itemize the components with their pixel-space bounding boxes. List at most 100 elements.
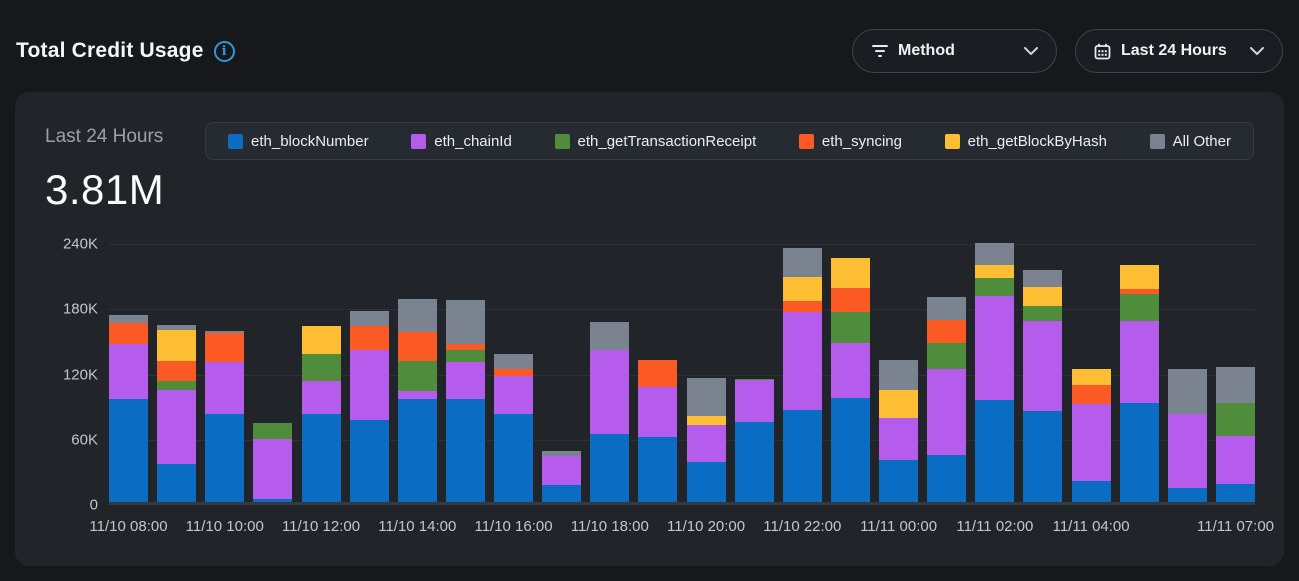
bar-segment-eth_chainId — [830, 343, 870, 398]
bar-segment-eth_syncing — [494, 369, 534, 376]
title-wrap: Total Credit Usage i — [16, 39, 235, 63]
bar-segment-eth_syncing — [397, 332, 437, 361]
bar-segment-All Other — [590, 321, 630, 350]
bar-11/10 18:00[interactable] — [590, 321, 630, 502]
x-tick-label: 11/11 04:00 — [1052, 518, 1130, 535]
gridline — [109, 374, 1255, 376]
time-range-dropdown[interactable]: Last 24 Hours — [1075, 29, 1283, 73]
legend-item-eth_blockNumber[interactable]: eth_blockNumber — [228, 133, 369, 150]
bar-segment-All Other — [879, 359, 919, 391]
bar-segment-eth_blockNumber — [157, 463, 197, 502]
legend-item-eth_getBlockByHash[interactable]: eth_getBlockByHash — [944, 133, 1107, 150]
y-tick-label: 60K — [71, 431, 98, 449]
bar-segment-eth_chainId — [494, 375, 534, 414]
legend-item-eth_chainId[interactable]: eth_chainId — [411, 133, 512, 150]
bar-11/10 08:00[interactable] — [109, 314, 148, 502]
bar-11/10 17:00[interactable] — [542, 450, 582, 502]
legend-label: All Other — [1172, 132, 1231, 150]
bar-11/11 02:00[interactable] — [975, 243, 1015, 502]
bar-11/11 01:00[interactable] — [927, 296, 967, 502]
legend-label: eth_blockNumber — [251, 132, 369, 150]
bar-11/10 13:00[interactable] — [349, 310, 389, 502]
legend-item-eth_syncing[interactable]: eth_syncing — [798, 132, 902, 150]
legend-swatch — [944, 133, 960, 149]
bar-segment-All Other — [1023, 270, 1063, 287]
legend-item-All Other[interactable]: All Other — [1149, 132, 1231, 150]
bar-segment-eth_getTransactionReceipt — [157, 381, 197, 390]
bar-11/10 12:00[interactable] — [301, 325, 341, 502]
bar-segment-eth_getTransactionReceipt — [445, 349, 485, 362]
bar-segment-eth_chainId — [638, 386, 678, 437]
bar-segment-eth_blockNumber — [830, 397, 870, 502]
header: Total Credit Usage i Method Last 24 Hour… — [0, 0, 1299, 92]
bar-segment-eth_chainId — [1071, 404, 1111, 482]
bar-segment-eth_chainId — [1216, 435, 1255, 484]
bar-segment-eth_getBlockByHash — [301, 325, 341, 355]
bar-segment-All Other — [782, 247, 822, 277]
gridline — [109, 439, 1255, 441]
plot-area — [109, 243, 1255, 505]
bar-segment-All Other — [1216, 367, 1255, 404]
bar-segment-eth_getTransactionReceipt — [927, 343, 967, 370]
bar-11/10 11:00[interactable] — [253, 422, 293, 502]
bar-11/11 03:00[interactable] — [1023, 270, 1063, 502]
x-tick-label: 11/10 16:00 — [474, 518, 553, 535]
bar-segment-eth_getBlockByHash — [975, 264, 1015, 278]
bar-11/11 00:00[interactable] — [879, 359, 919, 502]
legend-swatch — [554, 133, 570, 149]
bar-segment-eth_blockNumber — [301, 413, 341, 502]
bar-segment-eth_blockNumber — [253, 498, 293, 502]
x-axis: 11/10 08:00 11/10 10:00 11/10 12:00 11/10 1… — [89, 518, 1274, 540]
bar-segment-All Other — [157, 324, 197, 331]
bar-11/10 19:00[interactable] — [638, 359, 678, 502]
bar-11/10 09:00[interactable] — [157, 324, 197, 502]
legend-label: eth_chainId — [434, 132, 512, 150]
filter-controls: Method Last 24 Hours — [852, 29, 1283, 73]
bar-segment-eth_blockNumber — [109, 398, 148, 502]
bar-segment-All Other — [975, 243, 1015, 265]
x-tick-label: 11/11 07:00 — [1196, 518, 1275, 535]
chevron-down-icon — [1250, 46, 1264, 56]
bar-11/10 16:00[interactable] — [494, 354, 534, 502]
bar-segment-eth_syncing — [782, 300, 822, 312]
bar-segment-eth_chainId — [1119, 321, 1159, 404]
legend-item-eth_getTransactionReceipt[interactable]: eth_getTransactionReceipt — [554, 133, 756, 150]
bar-segment-eth_chainId — [445, 361, 485, 399]
bar-11/10 21:00[interactable] — [734, 379, 774, 502]
time-range-label: Last 24 Hours — [1121, 42, 1227, 59]
chevron-down-icon — [1024, 46, 1038, 56]
bar-segment-eth_blockNumber — [590, 433, 630, 502]
x-tick-label: 11/10 10:00 — [185, 518, 264, 535]
bar-segment-eth_getTransactionReceipt — [1023, 306, 1063, 322]
bar-segment-eth_chainId — [927, 369, 967, 456]
gridline — [109, 309, 1255, 311]
bar-11/11 06:00[interactable] — [1167, 369, 1207, 502]
bar-segment-eth_syncing — [1119, 288, 1159, 295]
bar-11/11 05:00[interactable] — [1119, 264, 1159, 502]
bar-segment-eth_syncing — [638, 359, 678, 387]
bar-11/10 22:00[interactable] — [782, 247, 822, 502]
bar-11/10 14:00[interactable] — [397, 298, 437, 502]
bar-segment-eth_blockNumber — [686, 461, 726, 502]
legend-label: eth_syncing — [821, 132, 902, 150]
bar-segment-All Other — [349, 310, 389, 326]
bar-segment-eth_chainId — [686, 424, 726, 462]
x-tick-label: 11/11 00:00 — [860, 518, 938, 535]
bar-segment-eth_blockNumber — [1023, 410, 1063, 502]
bar-11/11 07:00[interactable] — [1216, 367, 1255, 502]
method-filter-dropdown[interactable]: Method — [852, 29, 1057, 73]
info-icon[interactable]: i — [213, 40, 235, 62]
bar-segment-eth_getTransactionReceipt — [301, 354, 341, 382]
bar-segment-eth_blockNumber — [205, 413, 245, 502]
bar-11/10 20:00[interactable] — [686, 378, 726, 502]
bar-segment-eth_syncing — [1071, 384, 1111, 405]
bar-11/10 23:00[interactable] — [830, 258, 870, 502]
bar-11/11 04:00[interactable] — [1071, 369, 1111, 502]
bar-segment-eth_blockNumber — [1119, 403, 1159, 502]
bar-segment-eth_getBlockByHash — [830, 258, 870, 288]
bar-segment-eth_getBlockByHash — [686, 416, 726, 425]
bar-11/10 15:00[interactable] — [445, 299, 485, 502]
bar-11/10 10:00[interactable] — [205, 331, 245, 502]
x-tick-label: 11/10 20:00 — [666, 518, 746, 535]
summary-period-label: Last 24 Hours — [45, 126, 164, 147]
